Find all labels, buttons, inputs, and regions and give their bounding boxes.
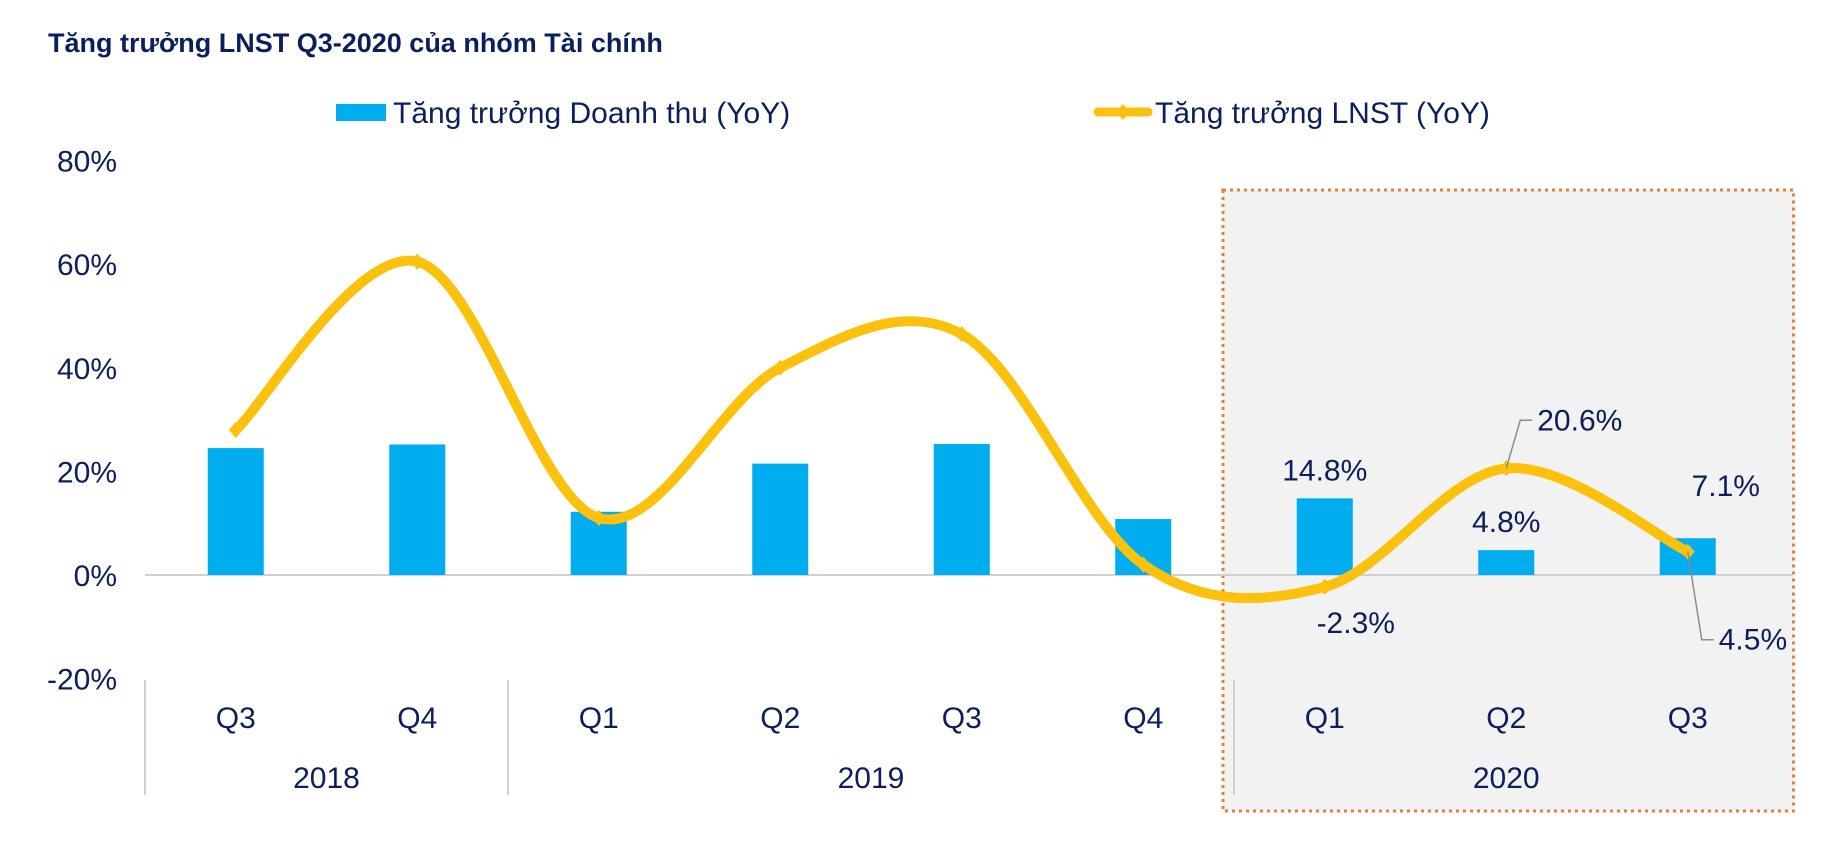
x-tick-label: Q1 [1305, 702, 1345, 735]
profit-growth-line [230, 255, 1693, 604]
revenue-growth-bar [752, 463, 809, 575]
profit-growth-marker [1136, 556, 1151, 573]
y-tick-label: 60% [57, 249, 117, 282]
y-tick-label: 0% [74, 560, 117, 593]
legend-marker-profit [1116, 104, 1130, 120]
labels-layer: 14.8% 4.8% 7.1% -2.3% 20.6% 4.5% [1282, 404, 1787, 656]
revenue-growth-bar [207, 448, 264, 575]
profit-growth-marker [228, 421, 243, 438]
profit-growth-marker [954, 326, 969, 343]
x-tick-label: Q4 [397, 702, 437, 735]
bars-layer [207, 443, 1716, 575]
revenue-growth-bar [1478, 550, 1535, 575]
x-tick-label: Q4 [1123, 702, 1163, 735]
x-tick-label: Q3 [942, 702, 982, 735]
x-tick-label: Q3 [216, 702, 256, 735]
profit-growth-marker [591, 510, 606, 527]
axis-layer: -20% 0% 20% 40% 60% 80% Q3 Q4 Q1 Q2 Q3 Q4 Q1 Q2 Q3 2018… [47, 146, 1793, 795]
profit-growth-marker [773, 359, 788, 376]
y-tick-label: 20% [57, 456, 117, 489]
y-tick-label: 80% [57, 146, 117, 179]
revenue-growth-bar [933, 443, 990, 575]
x-group-label: 2018 [293, 762, 360, 795]
line-data-label: -2.3% [1317, 607, 1395, 640]
bar-data-label: 14.8% [1282, 454, 1367, 487]
legend-swatch-revenue [336, 104, 386, 121]
legend-label-revenue: Tăng trưởng Doanh thu (YoY) [393, 97, 790, 130]
chart-title: Tăng trưởng LNST Q3-2020 của nhóm Tài ch… [48, 28, 663, 58]
line-data-label: 20.6% [1537, 404, 1622, 437]
y-tick-label: -20% [47, 664, 117, 697]
profit-growth-marker [410, 253, 425, 270]
x-group-label: 2019 [838, 762, 905, 795]
legend-label-profit: Tăng trưởng LNST (YoY) [1155, 97, 1490, 130]
revenue-growth-bar [1296, 498, 1353, 575]
line-layer [228, 253, 1695, 604]
line-data-label: 4.5% [1719, 624, 1787, 657]
legend: Tăng trưởng Doanh thu (YoY) Tăng trưởng L… [336, 97, 1490, 130]
x-tick-label: Q3 [1668, 702, 1708, 735]
x-tick-label: Q1 [579, 702, 619, 735]
x-group-label: 2020 [1473, 762, 1540, 795]
x-tick-label: Q2 [760, 702, 800, 735]
revenue-growth-bar [389, 444, 446, 575]
bar-data-label: 4.8% [1472, 506, 1540, 539]
profit-growth-marker [1317, 578, 1332, 595]
leader-line [1687, 551, 1714, 641]
leader-line [1505, 419, 1533, 469]
bar-data-label: 7.1% [1692, 470, 1760, 503]
x-tick-label: Q2 [1486, 702, 1526, 735]
y-tick-label: 40% [57, 353, 117, 386]
